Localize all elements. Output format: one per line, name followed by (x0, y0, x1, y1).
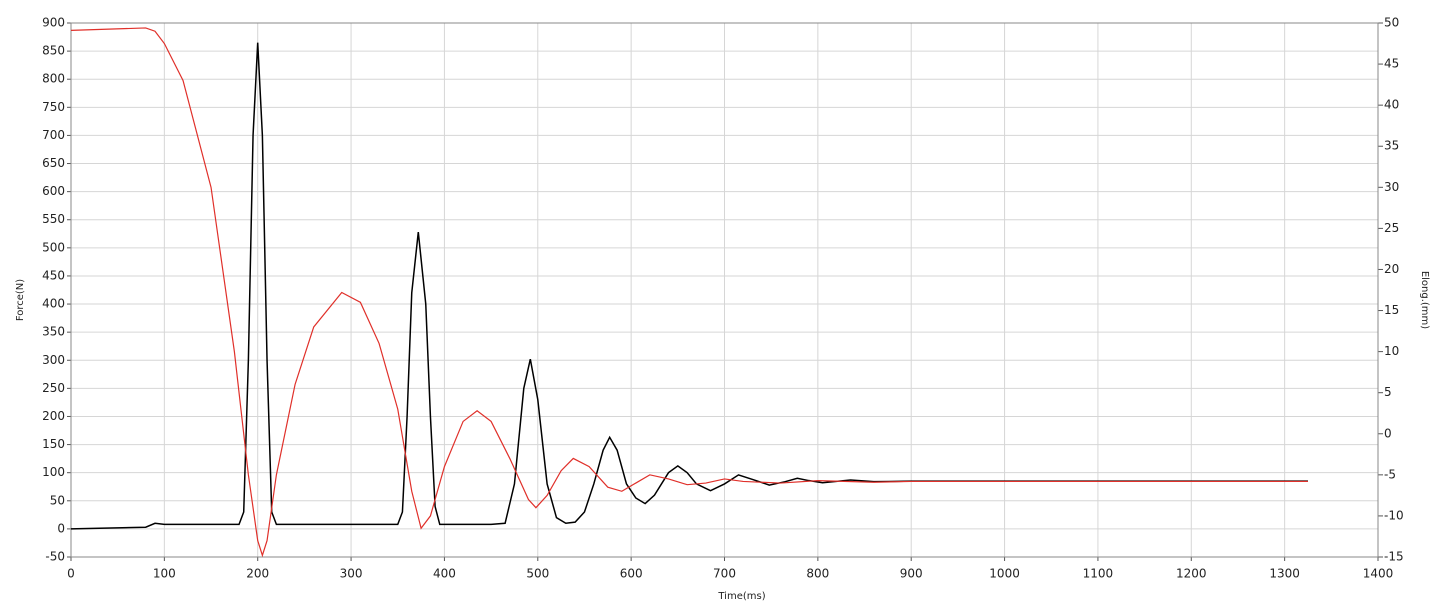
x-tick-label: 1400 (1363, 567, 1394, 581)
y-tick-label: 450 (42, 268, 65, 282)
y2-axis-label: Elong.(mm) (1419, 271, 1430, 329)
y2-tick-label: 40 (1384, 98, 1399, 112)
y2-tick-label: 25 (1384, 221, 1399, 235)
y-tick-label: 800 (42, 72, 65, 86)
x-tick-label: 300 (340, 567, 363, 581)
y-tick-label: 550 (42, 212, 65, 226)
x-tick-label: 1000 (989, 567, 1020, 581)
y-axis-label: Force(N) (15, 279, 26, 321)
x-tick-label: 400 (433, 567, 456, 581)
x-tick-label: 600 (620, 567, 643, 581)
y-tick-label: 700 (42, 128, 65, 142)
y2-tick-label: -10 (1384, 508, 1404, 522)
y-tick-label: 250 (42, 381, 65, 395)
x-tick-label: 500 (526, 567, 549, 581)
x-tick-label: 0 (67, 567, 75, 581)
y2-tick-label: 30 (1384, 180, 1399, 194)
y-tick-label: 300 (42, 353, 65, 367)
x-tick-label: 800 (806, 567, 829, 581)
data-line (70, 27, 1308, 558)
y2-tick-label: 0 (1384, 426, 1392, 440)
x-tick-label: 1100 (1083, 567, 1114, 581)
y2-tick-label: -15 (1384, 550, 1404, 564)
y2-tick-label: 35 (1384, 139, 1399, 153)
y-tick-label: 500 (42, 240, 65, 254)
plot-border (70, 22, 1379, 558)
y2-tick-label: 15 (1384, 303, 1399, 317)
y-tick-label: 600 (42, 184, 65, 198)
x-tick-label: 200 (246, 567, 269, 581)
y-tick-label: 200 (42, 409, 65, 423)
y-tick-label: 50 (50, 493, 65, 507)
y-tick-label: 100 (42, 465, 65, 479)
x-axis-label: Time(ms) (717, 591, 765, 602)
x-tick-label: 1200 (1176, 567, 1207, 581)
y-tick-label: 0 (57, 521, 65, 535)
y-tick-label: -50 (45, 550, 65, 564)
data-line (70, 42, 1308, 530)
y2-tick-label: 45 (1384, 57, 1399, 71)
x-tick-label: 900 (900, 567, 923, 581)
x-tick-label: 100 (153, 567, 176, 581)
y-tick-label: 900 (42, 16, 65, 30)
y-tick-label: 150 (42, 437, 65, 451)
y-tick-label: 850 (42, 44, 65, 58)
y2-tick-label: -5 (1384, 467, 1396, 481)
x-tick-label: 1300 (1269, 567, 1300, 581)
y2-tick-label: 10 (1384, 344, 1399, 358)
y2-tick-label: 20 (1384, 262, 1399, 276)
y-tick-label: 650 (42, 156, 65, 170)
y-tick-label: 400 (42, 297, 65, 311)
y-tick-label: 350 (42, 325, 65, 339)
y2-tick-label: 5 (1384, 385, 1392, 399)
x-tick-label: 700 (713, 567, 736, 581)
y-tick-label: 750 (42, 100, 65, 114)
y2-tick-label: 50 (1384, 16, 1399, 30)
